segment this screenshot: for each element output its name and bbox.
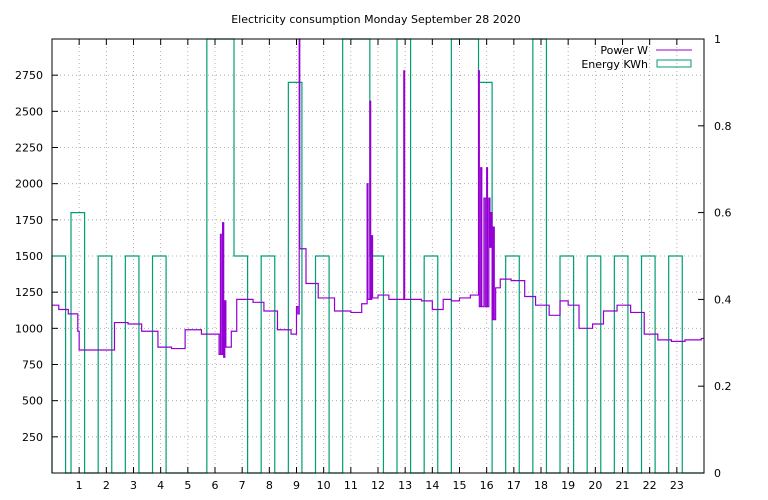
y-tick-label: 250: [22, 431, 43, 444]
y2-tick-label: 0.2: [714, 380, 732, 393]
x-tick-label: 6: [212, 479, 219, 492]
y-tick-label: 2250: [15, 142, 43, 155]
x-tick-label: 1: [76, 479, 83, 492]
y-tick-label: 2000: [15, 178, 43, 191]
x-tick-label: 14: [425, 479, 439, 492]
power-series: [52, 38, 704, 358]
x-tick-label: 4: [157, 479, 164, 492]
x-tick-label: 11: [344, 479, 358, 492]
y-tick-label: 2500: [15, 105, 43, 118]
y2-tick-label: 0.6: [714, 207, 732, 220]
y-tick-label: 1500: [15, 250, 43, 263]
y-tick-label: 1750: [15, 214, 43, 227]
x-tick-label: 18: [534, 479, 548, 492]
x-tick-label: 19: [561, 479, 575, 492]
axis-ticks: 1 2 3 4 5 6 7 8 9 10 11 12 13 14 15 16 17 18 19 20 21 22 23250…: [15, 33, 732, 492]
x-tick-label: 13: [398, 479, 412, 492]
legend-label-energy: Energy KWh: [581, 58, 648, 71]
x-tick-label: 22: [643, 479, 657, 492]
y-tick-label: 750: [22, 359, 43, 372]
y2-tick-label: 1: [714, 33, 721, 46]
x-tick-label: 12: [371, 479, 385, 492]
x-tick-label: 2: [103, 479, 110, 492]
energy-series: [51, 38, 704, 474]
y2-tick-label: 0.4: [714, 293, 732, 306]
energy-steps: [51, 38, 704, 474]
x-tick-label: 8: [266, 479, 273, 492]
x-tick-label: 23: [670, 479, 684, 492]
x-tick-label: 5: [184, 479, 191, 492]
x-tick-label: 16: [480, 479, 494, 492]
legend-swatch-energy: [656, 59, 692, 68]
plot-frame: [51, 38, 705, 474]
x-tick-label: 21: [616, 479, 630, 492]
y-tick-label: 1000: [15, 322, 43, 335]
x-tick-label: 3: [130, 479, 137, 492]
chart-title: Electricity consumption Monday September…: [231, 13, 521, 26]
x-tick-label: 20: [588, 479, 602, 492]
power-line: [52, 38, 704, 358]
y-tick-label: 500: [22, 395, 43, 408]
legend-label-power: Power W: [600, 44, 648, 57]
x-tick-label: 7: [239, 479, 246, 492]
legend: Power W Energy KWh: [581, 44, 692, 71]
x-tick-label: 15: [453, 479, 467, 492]
y-tick-label: 1250: [15, 286, 43, 299]
y2-tick-label: 0.8: [714, 120, 732, 133]
y2-tick-label: 0: [714, 467, 721, 480]
x-tick-label: 10: [317, 479, 331, 492]
x-tick-label: 9: [293, 479, 300, 492]
y-tick-label: 2750: [15, 69, 43, 82]
x-tick-label: 17: [507, 479, 521, 492]
